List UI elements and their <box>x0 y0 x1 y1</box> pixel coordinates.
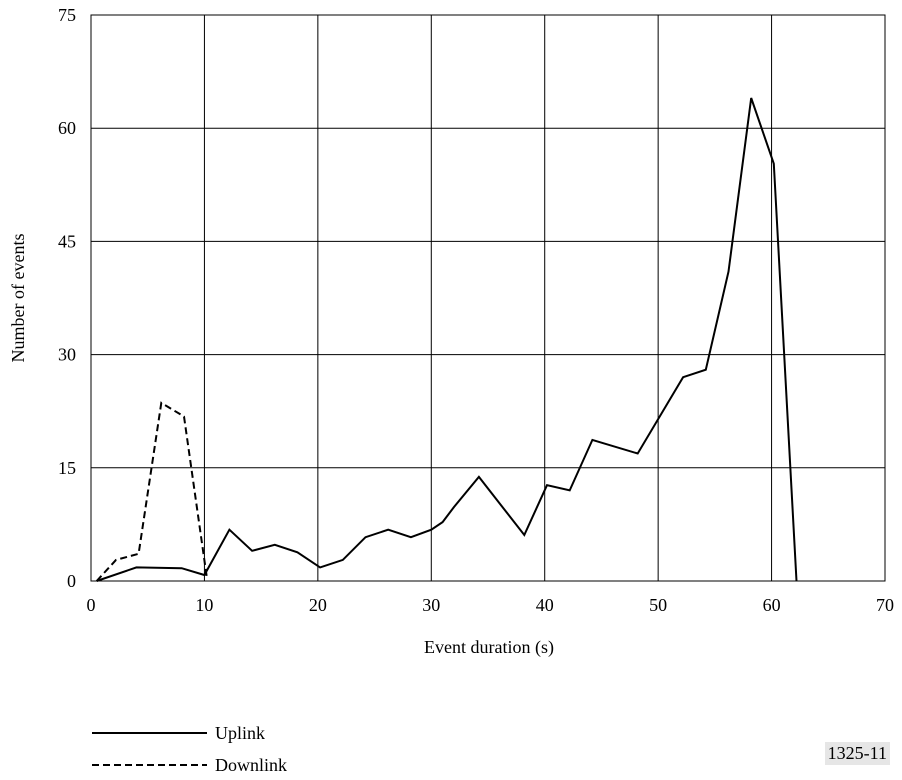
x-tick-label: 0 <box>87 595 96 615</box>
y-tick-label: 30 <box>58 345 76 365</box>
plot-border <box>90 14 886 582</box>
x-tick-label: 50 <box>649 595 667 615</box>
legend-label-downlink: Downlink <box>215 755 287 775</box>
x-tick-label: 40 <box>536 595 554 615</box>
plot-frame <box>90 14 886 582</box>
y-tick-label: 45 <box>58 231 76 251</box>
series-lines <box>95 97 798 582</box>
y-axis-label: Number of events <box>8 234 28 363</box>
x-tick-label: 70 <box>876 595 894 615</box>
grid <box>90 14 886 582</box>
x-tick-label: 10 <box>195 595 213 615</box>
legend: Uplink Downlink <box>92 723 287 775</box>
x-tick-label: 30 <box>422 595 440 615</box>
y-axis-ticks: 0 15 30 45 60 75 <box>58 5 76 591</box>
y-tick-label: 15 <box>58 458 76 478</box>
x-tick-label: 20 <box>309 595 327 615</box>
x-axis-ticks: 0 10 20 30 40 50 60 70 <box>87 595 895 615</box>
x-tick-label: 60 <box>763 595 781 615</box>
y-tick-label: 75 <box>58 5 76 25</box>
y-tick-label: 60 <box>58 118 76 138</box>
y-tick-label: 0 <box>67 571 76 591</box>
series-line-uplink <box>96 97 798 582</box>
x-axis-label: Event duration (s) <box>424 637 554 658</box>
figure-id: 1325-11 <box>824 742 890 765</box>
series-line-downlink <box>95 401 208 582</box>
legend-label-uplink: Uplink <box>215 723 265 743</box>
